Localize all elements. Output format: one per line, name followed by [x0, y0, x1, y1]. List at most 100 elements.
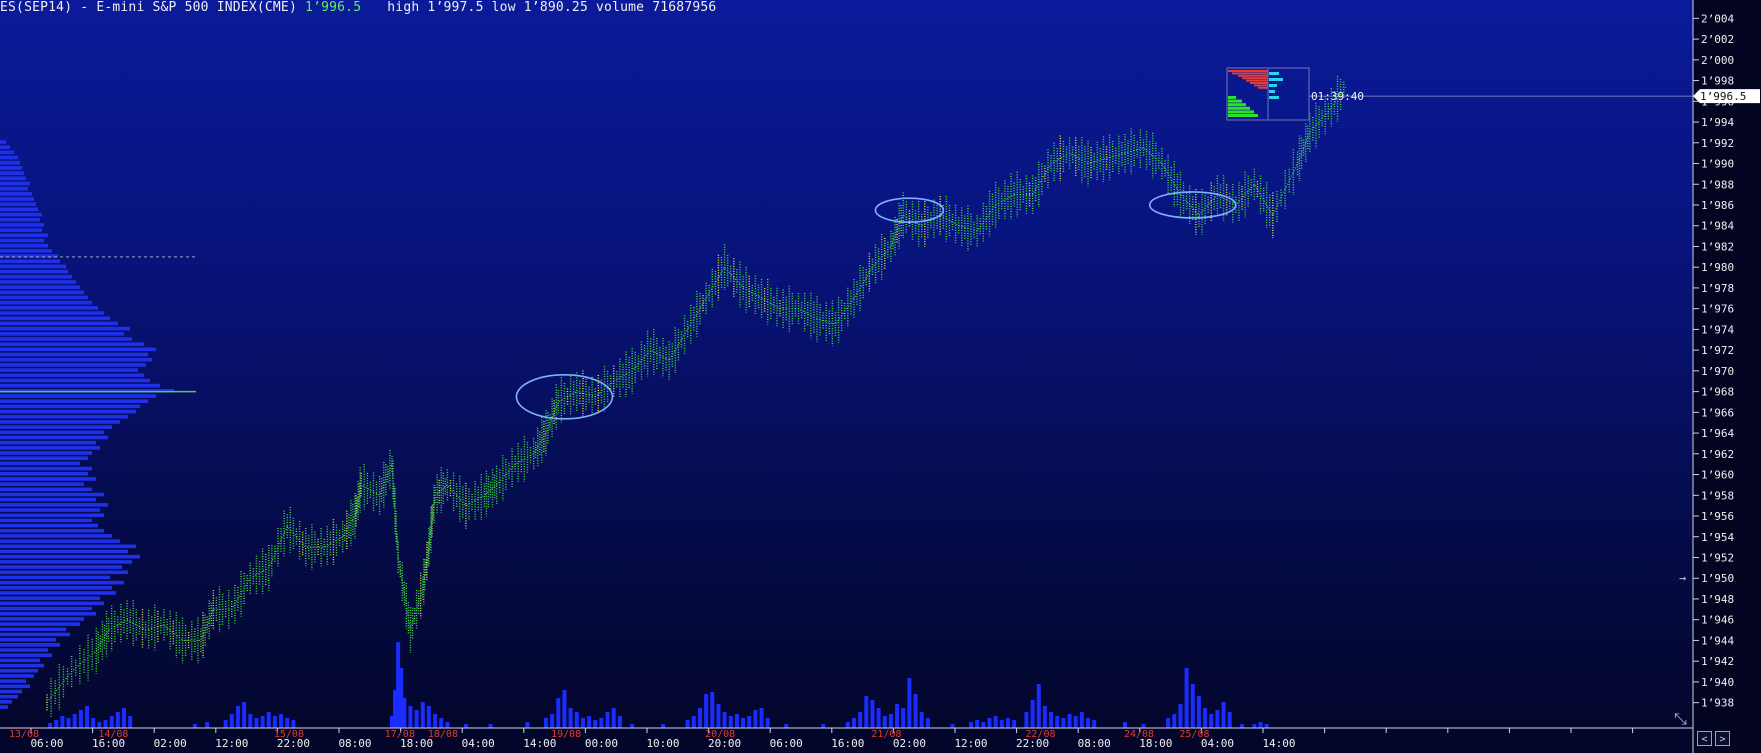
profile-bar	[0, 565, 122, 569]
ask-bar	[1254, 84, 1268, 87]
profile-bar	[0, 389, 174, 393]
volume-bar	[913, 694, 918, 728]
bid-bar	[1228, 110, 1254, 114]
price-tick-label: 1’976	[1701, 303, 1734, 316]
scroll-left-button[interactable]: <	[1697, 731, 1712, 746]
resize-icon[interactable]: ⤡	[1674, 709, 1687, 728]
profile-bar	[0, 347, 156, 352]
profile-bar	[0, 632, 70, 637]
time-tick-label: 08:00	[1078, 737, 1111, 750]
time-tick-label: 14:00	[523, 737, 556, 750]
date-label: 18/08	[428, 729, 458, 740]
trade-bar	[1269, 72, 1279, 75]
profile-bar	[0, 487, 92, 492]
profile-bar	[0, 528, 104, 533]
annotation-ellipse	[874, 197, 945, 223]
price-tick-label: 1’962	[1701, 448, 1734, 461]
price-axis[interactable]: 1’938 1’940 1’942 1’944 1’946 1’948 1’950 1’952…	[1692, 0, 1761, 753]
scroll-right-button[interactable]: >	[1715, 731, 1730, 746]
volume-bar	[272, 716, 277, 728]
profile-bar	[0, 518, 92, 523]
profile-bar	[0, 259, 60, 264]
ask-bar	[1242, 77, 1268, 80]
date-label: 17/08	[385, 729, 415, 740]
volume-bar	[260, 716, 265, 728]
volume-bar	[1012, 720, 1017, 728]
profile-bar	[0, 160, 20, 165]
volume-bar	[617, 716, 622, 728]
profile-bar	[0, 585, 112, 590]
date-label: 13/08	[9, 729, 39, 740]
time-tick-label: 12:00	[954, 737, 987, 750]
time-tick-label: 16:00	[831, 737, 864, 750]
volume-bar	[1042, 706, 1047, 728]
countdown-timer: 01:39:40	[1311, 90, 1364, 103]
chevron-right-icon: >	[1719, 734, 1726, 745]
volume-bar	[1030, 700, 1035, 728]
profile-bar	[0, 513, 104, 518]
volume-bar	[109, 716, 114, 728]
volume-bar	[1061, 718, 1066, 728]
time-tick-label: 04:00	[1201, 737, 1234, 750]
profile-bar	[0, 653, 52, 658]
volume-bar	[1024, 712, 1029, 728]
volume-bar	[445, 722, 450, 728]
profile-bar	[0, 694, 18, 699]
profile-bar	[0, 269, 68, 274]
volume-bar	[543, 718, 548, 728]
volume-bar	[728, 716, 733, 728]
price-tick-label: 1’952	[1701, 551, 1734, 564]
ask-bar	[1228, 70, 1268, 72]
volume-bar	[599, 718, 604, 728]
profile-bar	[0, 394, 156, 398]
bid-bar	[1228, 96, 1236, 99]
volume-bar	[389, 716, 394, 728]
volume-bar	[611, 708, 616, 728]
profile-bar	[0, 549, 128, 554]
volume-bar	[747, 716, 752, 728]
profile-bar	[0, 373, 144, 378]
annotation-ellipses[interactable]	[515, 191, 1237, 420]
volume-bar	[691, 716, 696, 728]
time-tick-label: 06:00	[30, 737, 63, 750]
volume-bar	[1067, 714, 1072, 728]
volume-bar	[851, 718, 856, 728]
high-label: high	[387, 0, 420, 15]
volume-bar	[1196, 696, 1201, 728]
volume-bar	[420, 702, 425, 728]
volume-bar	[1086, 718, 1091, 728]
profile-bar	[0, 668, 38, 673]
price-tick-label: 1’958	[1701, 489, 1734, 502]
profile-bar	[0, 430, 104, 435]
volume-bar	[734, 714, 739, 728]
price-tag-bg	[1693, 89, 1760, 104]
ask-bar	[1232, 72, 1268, 75]
price-tick-label: 1’972	[1701, 344, 1734, 357]
high-value: 1’997.5	[427, 0, 484, 15]
volume-bar	[1227, 712, 1232, 728]
volume-bar	[205, 722, 210, 728]
arrow-right-icon[interactable]: →	[1679, 571, 1687, 585]
time-axis[interactable]: 06:00 16:00 02:00 12:00 22:00 08:00 18:00 04:00…	[0, 727, 1693, 750]
profile-bar	[0, 580, 124, 585]
trade-bar	[1269, 84, 1277, 87]
profile-bar	[0, 171, 24, 175]
volume-bar	[821, 724, 826, 728]
profile-bar	[0, 352, 148, 357]
volume-bar	[568, 708, 573, 728]
volume-bar	[722, 712, 727, 728]
volume-bar	[1221, 702, 1226, 728]
volume-bar	[91, 718, 96, 728]
profile-bar	[0, 643, 60, 647]
volume-bar	[1172, 714, 1177, 728]
trade-bar	[1269, 90, 1275, 93]
volume-bar	[1123, 722, 1127, 728]
volume-bar	[1049, 712, 1054, 728]
profile-bar	[0, 233, 48, 238]
price-tick-label: 1’956	[1701, 510, 1734, 523]
bid-bar	[1228, 99, 1242, 103]
time-tick-label: 22:00	[277, 737, 310, 750]
profile-bar	[0, 342, 144, 346]
profile-bar	[0, 140, 6, 144]
